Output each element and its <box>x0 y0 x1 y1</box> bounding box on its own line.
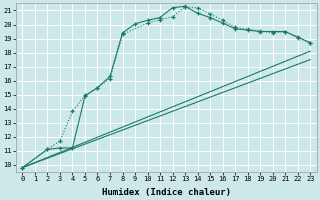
X-axis label: Humidex (Indice chaleur): Humidex (Indice chaleur) <box>102 188 231 197</box>
